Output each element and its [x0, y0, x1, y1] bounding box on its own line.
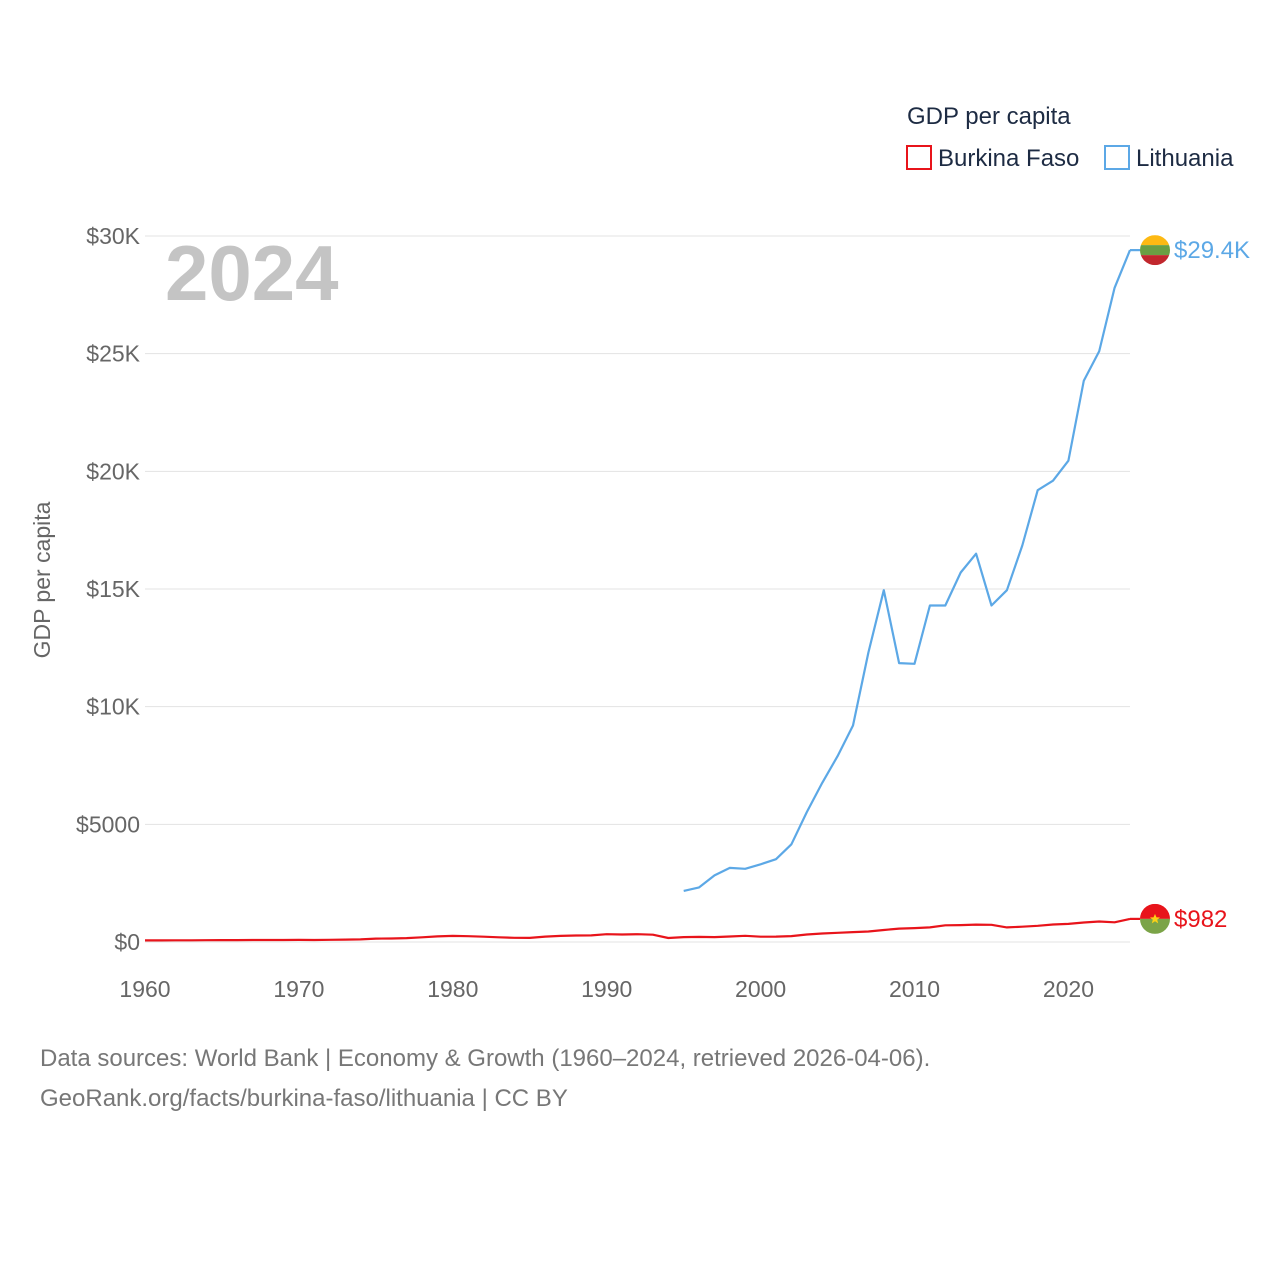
y-tick-label: $5000	[76, 811, 140, 837]
footer-source: Data sources: World Bank | Economy & Gro…	[40, 1045, 931, 1072]
y-axis-label: GDP per capita	[29, 501, 55, 658]
legend-swatch-burkina-faso	[906, 145, 932, 170]
legend-label-burkina-faso: Burkina Faso	[938, 145, 1079, 172]
y-tick-label: $20K	[86, 458, 140, 484]
legend-title: GDP per capita	[907, 103, 1071, 130]
y-tick-label: $30K	[86, 223, 140, 249]
chart: $0 $5000 $10K $15K $20K $25K $30K 1960 1970 1980…	[29, 103, 1250, 1002]
x-axis-ticks: 1960 1970 1980 1990 2000 2010 2020	[119, 976, 1094, 1002]
end-label-burkina-faso: $982	[1174, 906, 1227, 933]
series-lines	[145, 249, 1132, 942]
x-tick-label: 1960	[119, 976, 170, 1002]
year-label: 2024	[165, 229, 339, 317]
legend-label-lithuania: Lithuania	[1136, 145, 1234, 172]
x-tick-label: 1970	[273, 976, 324, 1002]
series-line-lithuania	[683, 249, 1132, 892]
legend-item-burkina-faso[interactable]: Burkina Faso	[906, 145, 1079, 172]
y-tick-label: $15K	[86, 576, 140, 602]
x-tick-label: 1980	[427, 976, 478, 1002]
series-end-labels: $982 $29.4K	[1130, 235, 1250, 934]
y-tick-label: $10K	[86, 694, 140, 720]
series-line-burkina-faso	[145, 917, 1131, 942]
legend-swatch-lithuania	[1104, 145, 1130, 170]
x-tick-label: 2020	[1043, 976, 1094, 1002]
gridlines	[145, 235, 1130, 943]
y-tick-label: $0	[114, 929, 140, 955]
y-axis-ticks: $0 $5000 $10K $15K $20K $25K $30K	[76, 223, 141, 955]
lithuania-flag-icon	[1140, 235, 1170, 266]
burkina-faso-flag-icon	[1140, 903, 1170, 934]
y-tick-label: $25K	[86, 341, 140, 367]
end-label-lithuania: $29.4K	[1174, 237, 1250, 264]
x-tick-label: 2010	[889, 976, 940, 1002]
legend: GDP per capita Burkina Faso Lithuania	[906, 103, 1234, 172]
x-tick-label: 1990	[581, 976, 632, 1002]
x-tick-label: 2000	[735, 976, 786, 1002]
legend-item-lithuania[interactable]: Lithuania	[1104, 145, 1234, 172]
footer-link[interactable]: GeoRank.org/facts/burkina-faso/lithuania…	[40, 1085, 568, 1112]
